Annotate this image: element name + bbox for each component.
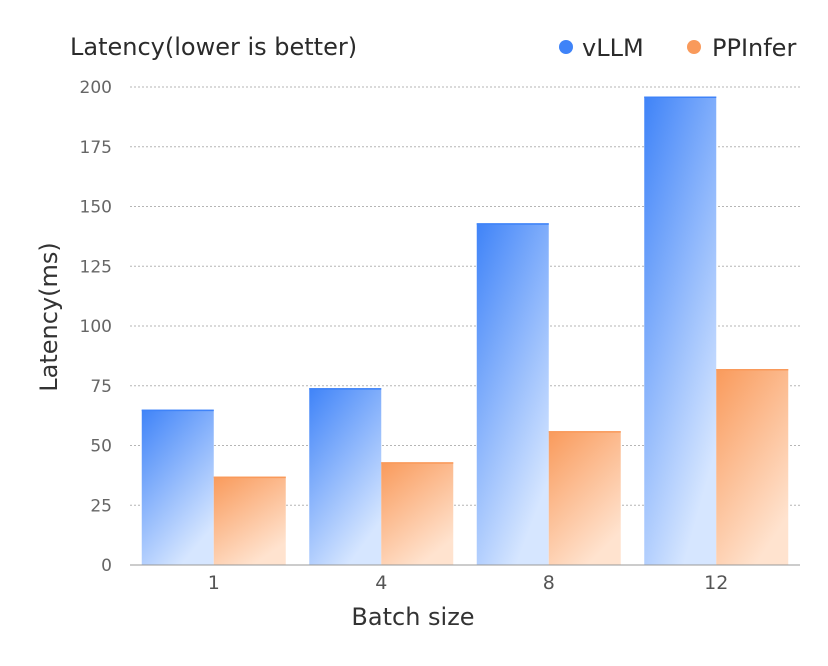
bar-vllm-4: [309, 388, 382, 565]
bar-vllm-12: [644, 96, 717, 565]
y-tick-label: 100: [80, 317, 112, 337]
legend: vLLM PPInfer: [559, 34, 796, 62]
y-axis-label: Latency(ms): [35, 242, 63, 391]
x-tick-label: 4: [375, 572, 387, 594]
bar-ppinfer-1: [213, 476, 286, 565]
y-tick-label: 50: [90, 437, 112, 457]
x-axis-ticks: 1 4 8 12: [208, 572, 729, 594]
legend-marker-vllm: [559, 40, 573, 54]
bar-ppinfer-12: [716, 369, 789, 565]
x-tick-label: 12: [704, 572, 728, 594]
y-tick-label: 175: [80, 138, 112, 158]
bars: [141, 96, 789, 566]
chart-title: Latency(lower is better): [70, 33, 357, 61]
y-tick-label: 75: [90, 377, 112, 397]
y-tick-label: 0: [101, 556, 112, 576]
y-tick-label: 25: [90, 496, 112, 516]
x-axis-label: Batch size: [351, 603, 474, 631]
y-axis-ticks: 0 25 50 75 100 125 150 175 200: [80, 78, 112, 576]
y-tick-label: 150: [80, 198, 112, 218]
bar-vllm-8: [476, 223, 549, 566]
legend-label-vllm: vLLM: [582, 34, 644, 62]
bar-ppinfer-4: [381, 462, 454, 565]
legend-label-ppinfer: PPInfer: [712, 34, 796, 62]
y-tick-label: 200: [80, 78, 112, 98]
legend-marker-ppinfer: [687, 40, 701, 54]
bar-vllm-1: [141, 409, 214, 565]
bar-ppinfer-8: [548, 431, 621, 565]
x-tick-label: 1: [208, 572, 220, 594]
y-tick-label: 125: [80, 257, 112, 277]
x-tick-label: 8: [543, 572, 555, 594]
